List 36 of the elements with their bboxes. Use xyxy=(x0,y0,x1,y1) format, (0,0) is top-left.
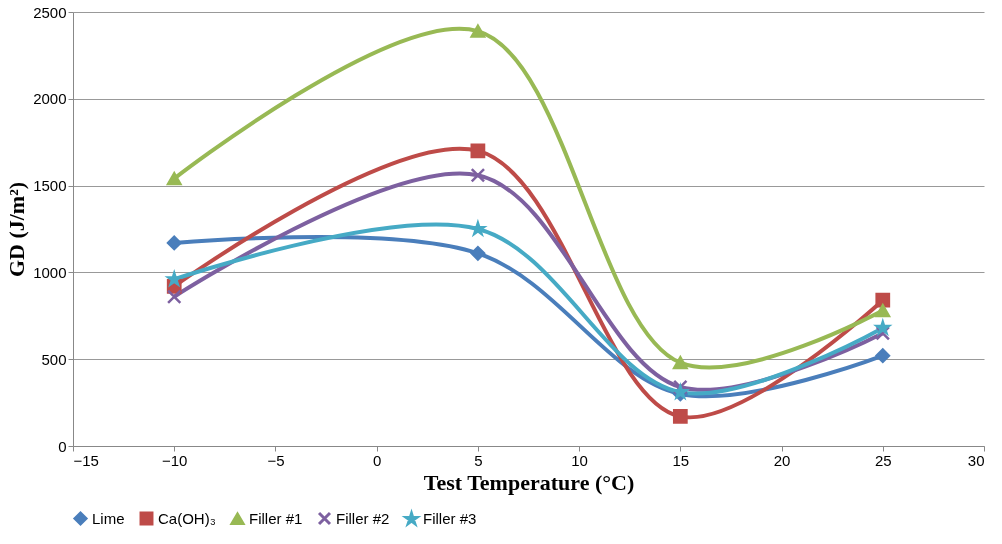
legend-label: Filler #3 xyxy=(423,510,477,528)
y-tick-label: 500 xyxy=(41,350,67,368)
y-axis-title: GD (J/m²) xyxy=(4,181,30,278)
legend-label: Ca(OH)₃ xyxy=(158,509,216,527)
legend-label: Filler #2 xyxy=(336,509,390,527)
x-tick-label: 0 xyxy=(372,451,382,469)
x-tick-label: −10 xyxy=(162,451,188,469)
point xyxy=(875,304,891,318)
point xyxy=(672,409,688,424)
point xyxy=(166,289,182,305)
x-tick-label: 25 xyxy=(874,451,892,469)
x-tick-label: 5 xyxy=(474,451,483,469)
y-tick-label: 0 xyxy=(58,437,67,455)
x-tick-label: 30 xyxy=(967,451,985,469)
point xyxy=(672,356,688,370)
y-tick-label: 2500 xyxy=(33,3,67,21)
point xyxy=(470,24,486,38)
x-tick-label: −15 xyxy=(73,451,99,469)
point xyxy=(875,325,891,341)
x-axis-title: Test Temperature (°C) xyxy=(423,469,635,495)
point xyxy=(470,167,486,183)
y-tick-label: 2000 xyxy=(33,90,67,108)
y-tick-label: 1000 xyxy=(33,263,67,281)
point xyxy=(166,172,182,186)
x-tick-label: 20 xyxy=(773,451,791,469)
x-tick-label: −5 xyxy=(267,451,285,469)
point xyxy=(875,348,891,364)
point xyxy=(166,235,182,251)
point xyxy=(470,143,486,159)
point xyxy=(470,245,486,261)
point xyxy=(875,292,891,308)
y-tick-label: 1500 xyxy=(33,177,67,195)
x-tick-label: 15 xyxy=(672,451,690,469)
legend-label: Lime xyxy=(92,509,125,527)
legend-label: Filler #1 xyxy=(249,509,303,527)
x-tick-label: 10 xyxy=(571,451,588,469)
